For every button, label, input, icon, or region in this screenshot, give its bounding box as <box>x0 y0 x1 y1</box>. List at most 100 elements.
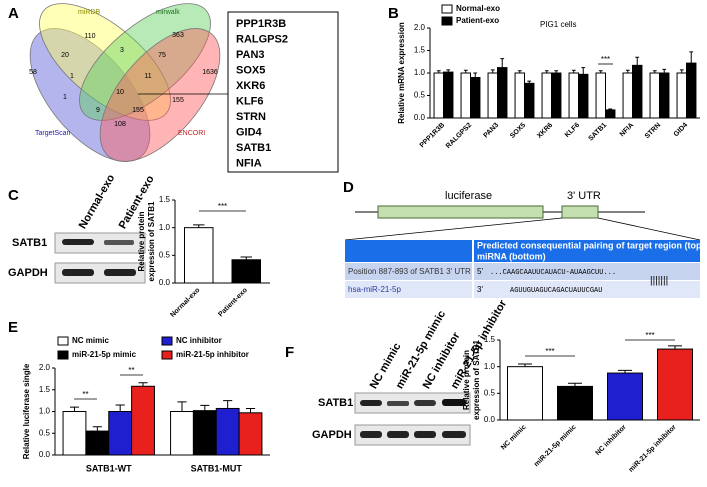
table-text: hsa-miR-21-5p <box>348 285 401 294</box>
bar <box>557 385 593 421</box>
error-bar <box>618 369 632 374</box>
error-bar <box>245 407 256 413</box>
venn-set-label: mirwalk <box>156 9 180 16</box>
bar <box>487 72 498 119</box>
x-tick-label: miR-21-5p mimic <box>533 424 578 469</box>
legend-swatch <box>57 350 69 360</box>
x-tick-label: KLF6 <box>564 122 581 139</box>
table-text: 5' <box>477 267 483 276</box>
bar <box>524 82 535 119</box>
y-tick-label: 1.5 <box>39 385 51 394</box>
x-tick-label: XKR6 <box>536 122 554 140</box>
gene: XKR6 <box>236 80 265 92</box>
band <box>360 431 382 438</box>
venn-set-label: miRDB <box>78 9 100 16</box>
band <box>62 269 94 276</box>
blot <box>54 262 146 284</box>
sequence: AGUUGUAGUCAGACUAUUCGAU <box>510 287 602 295</box>
x-tick-label: STRN <box>644 122 662 140</box>
bar <box>649 72 660 119</box>
legend-label: miR-21-5p inhibitor <box>176 350 249 359</box>
x-tick-label: GID4 <box>673 122 690 139</box>
y-tick-label: 1.0 <box>159 223 171 232</box>
y-tick-label: 1.0 <box>484 362 496 371</box>
venn-count: 1 <box>63 94 67 101</box>
panel-label: D <box>343 179 354 196</box>
error-bar <box>223 400 233 409</box>
error-bar <box>581 67 586 75</box>
table-text: 3' <box>477 285 483 294</box>
error-bar <box>473 72 478 78</box>
error-bar <box>652 70 657 73</box>
venn-count: 20 <box>61 52 69 59</box>
error-bar <box>200 404 210 411</box>
y-tick-label: 0.0 <box>39 450 51 459</box>
y-tick-label: 1.5 <box>414 46 426 55</box>
x-tick-label: PAN3 <box>482 122 500 140</box>
venn-count: 363 <box>172 32 184 39</box>
legend-swatch <box>57 336 69 346</box>
band <box>387 401 409 406</box>
bar <box>507 366 543 421</box>
x-tick-label: RALGPS2 <box>445 122 473 150</box>
y-tick-label: 0.0 <box>159 278 171 287</box>
venn-count: 75 <box>158 52 166 59</box>
bar <box>657 348 693 421</box>
venn-set-label: ENCORI <box>178 130 205 137</box>
bar <box>595 72 606 119</box>
gene-box <box>227 11 339 173</box>
error-bar <box>490 69 495 73</box>
blot <box>54 232 146 254</box>
y-tick-label: 0.5 <box>159 250 171 259</box>
band <box>104 240 134 245</box>
venn-set <box>29 28 151 162</box>
diagram-label: luciferase <box>445 190 492 202</box>
table-cell <box>345 281 472 298</box>
table-cell <box>345 263 472 280</box>
y-tick-label: 0.5 <box>39 428 51 437</box>
blot-row-label: GAPDH <box>8 267 48 279</box>
x-tick-label: SATB1-WT <box>86 463 132 473</box>
band <box>387 431 409 438</box>
error-bar <box>436 70 441 73</box>
error-bar <box>598 70 603 73</box>
legend-label: miR-21-5p mimic <box>72 350 137 359</box>
pairing: ||||||| <box>650 276 668 287</box>
x-tick-label: NC inhibitor <box>594 424 627 457</box>
luciferase-diagram <box>344 205 701 298</box>
y-tick-label: 0.5 <box>484 388 496 397</box>
venn-count: 110 <box>84 33 95 40</box>
table-header-text: Predicted consequential pairing of targe… <box>477 240 707 250</box>
panel-label: C <box>8 187 19 204</box>
bar <box>62 411 87 456</box>
significance: *** <box>601 55 610 64</box>
venn-count: 155 <box>172 97 184 104</box>
y-axis-label: Relative protein <box>462 350 471 410</box>
bar <box>622 72 633 119</box>
legend-swatch <box>161 336 173 346</box>
error-bar <box>69 406 80 412</box>
error-bar <box>635 56 640 66</box>
y-tick-label: 0.0 <box>414 113 426 122</box>
significance: ** <box>82 390 88 399</box>
bar <box>443 71 454 119</box>
panel-label: F <box>285 344 294 361</box>
x-tick-label: SATB1 <box>587 122 608 143</box>
venn-count: 9 <box>96 107 100 114</box>
bar <box>632 64 643 119</box>
significance: *** <box>645 331 654 340</box>
error-bar <box>500 58 505 68</box>
error-bar <box>446 69 451 73</box>
y-tick-label: 1.0 <box>39 407 51 416</box>
bar <box>541 72 552 119</box>
error-bar <box>544 70 549 73</box>
bar <box>238 412 263 456</box>
y-axis-label: expression of SATB1 <box>472 340 481 420</box>
y-axis-label: Relative mRNA expression <box>397 22 406 124</box>
gene: SATB1 <box>236 142 271 154</box>
bar <box>605 109 616 119</box>
gene: PAN3 <box>236 49 265 61</box>
bar <box>131 385 155 456</box>
zoom-line <box>344 217 563 241</box>
subtitle: PIG1 cells <box>540 20 576 29</box>
